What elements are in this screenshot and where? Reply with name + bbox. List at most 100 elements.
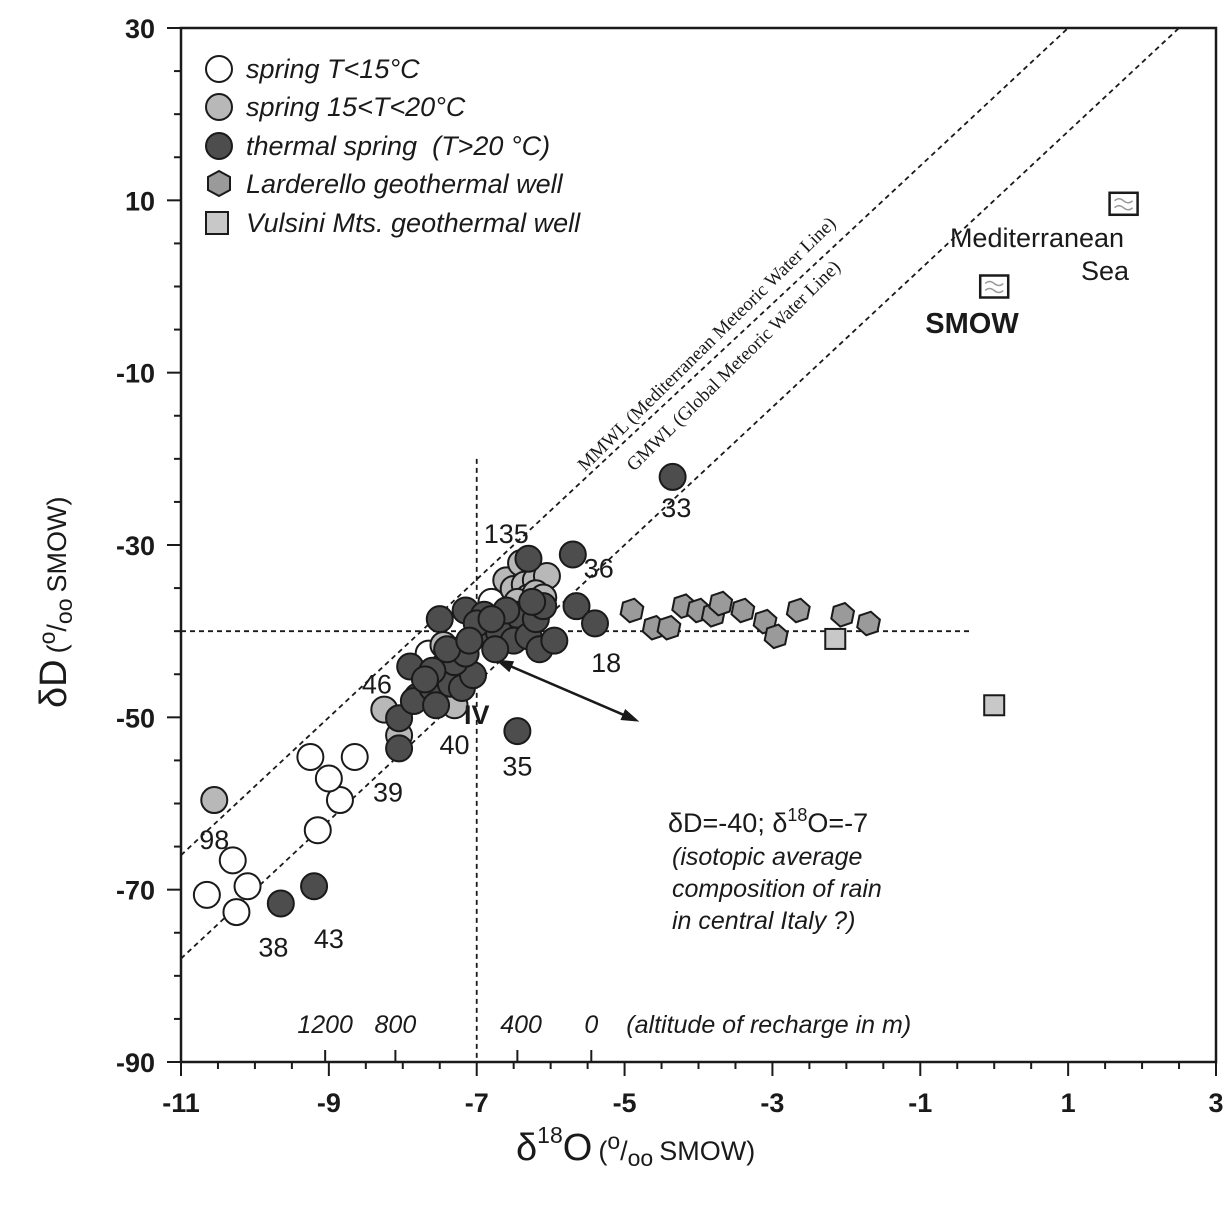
y-axis-unit-close: ) (42, 496, 72, 505)
x-tick-label: -1 (908, 1088, 932, 1118)
smow-label: SMOW (925, 308, 1019, 340)
y-axis-label: δD (o/oo SMOW) (33, 496, 77, 708)
y-tick-label: -30 (116, 531, 155, 561)
warm-point (200, 786, 229, 815)
x-axis-unit-close: ) (746, 1136, 755, 1166)
thermal-point (540, 626, 569, 655)
data-points (192, 191, 1139, 927)
y-axis-unit-slash: / (42, 624, 72, 632)
cold-point (340, 742, 369, 771)
y-axis-unit-paren: ( (42, 644, 72, 653)
x-tick-label: -3 (760, 1088, 784, 1118)
point-label: 40 (440, 730, 470, 760)
vulsini-point (983, 694, 1006, 717)
thermal-point (658, 462, 687, 491)
medsea-wave-icon (1114, 198, 1134, 211)
legend-thermal-marker (205, 132, 233, 160)
legend-warm-label: spring 15<T<20°C (246, 92, 466, 122)
legend-cold-marker (205, 55, 233, 83)
altitude-label: 1200 (297, 1011, 353, 1039)
legend-thermal-label: thermal spring (T>20 °C) (246, 131, 550, 161)
larderello-point (708, 590, 734, 617)
rain-note-line2: (isotopic average (672, 843, 862, 871)
altitude-label: 0 (584, 1011, 598, 1039)
y-axis-unit-sup: o (34, 632, 60, 645)
point-label: IV (464, 700, 490, 730)
larderello-point (730, 597, 756, 624)
larderello-point (619, 597, 645, 624)
larderello-point (856, 610, 881, 637)
x-axis-delta: δ (516, 1127, 537, 1169)
thermal-point (300, 872, 329, 901)
y-tick-label: -50 (116, 703, 155, 733)
rain-note-line3: composition of rain (672, 875, 882, 903)
legend-larderello-marker (207, 169, 231, 198)
thermal-point (481, 635, 510, 664)
x-tick-label: 1 (1061, 1088, 1076, 1118)
y-tick-label: -90 (116, 1048, 155, 1078)
altitude-label: 800 (375, 1011, 417, 1039)
smow-marker (978, 274, 1010, 299)
point-label: 36 (584, 553, 614, 583)
x-axis-unit-paren: ( (598, 1136, 607, 1166)
x-tick-label: -9 (317, 1088, 341, 1118)
legend-larderello-label: Larderello geothermal well (246, 169, 564, 199)
smow-wave-icon (984, 280, 1004, 294)
cold-point (222, 898, 251, 927)
cold-point (314, 764, 343, 793)
point-label: 18 (591, 648, 621, 678)
axis-ticks (167, 27, 1217, 1076)
larderello-point (763, 623, 789, 650)
mediterranean-label-line1: Mediterranean (950, 223, 1124, 253)
x-tick-label: 3 (1208, 1088, 1223, 1118)
cold-point (218, 846, 247, 875)
point-label: 46 (362, 670, 392, 700)
altitude-label: 400 (500, 1011, 542, 1039)
y-axis-unit-text: SMOW (42, 505, 72, 593)
x-axis-unit-slash: / (620, 1136, 628, 1166)
thermal-point (385, 734, 414, 763)
legend-warm-marker (205, 93, 233, 121)
thermal-point (518, 587, 547, 616)
y-tick-label: -70 (116, 876, 155, 906)
y-axis-unit-sub: oo (51, 598, 77, 624)
legend: spring T<15°C spring 15<T<20°C thermal s… (205, 54, 581, 238)
rain-average-arrow (495, 659, 640, 722)
thermal-point (425, 605, 454, 634)
thermal-point (503, 717, 532, 746)
x-axis-o: O (563, 1127, 593, 1169)
thermal-point (514, 544, 543, 573)
x-axis-unit-sub: oo (628, 1145, 654, 1171)
point-label: 135 (484, 519, 529, 549)
thermal-point (558, 540, 587, 569)
y-tick-label: 10 (125, 186, 155, 216)
cold-point (303, 816, 332, 845)
x-tick-label: -7 (465, 1088, 489, 1118)
cold-point (296, 742, 325, 771)
rain-average-suffix: O=-7 (807, 808, 868, 838)
rain-average-sup: 18 (787, 805, 807, 825)
point-label: 38 (258, 933, 288, 963)
rain-average-prefix: δD=-40; δ (668, 808, 787, 838)
point-label: 35 (502, 752, 532, 782)
cold-point (192, 880, 221, 909)
y-axis-main: δD (33, 659, 75, 708)
medsea-marker (1108, 191, 1139, 217)
thermal-point (477, 605, 506, 634)
legend-vulsini-label: Vulsini Mts. geothermal well (246, 208, 581, 238)
mediterranean-label-line2: Sea (1081, 256, 1130, 286)
y-tick-label: 30 (125, 14, 155, 44)
rain-note-line4: in central Italy ?) (672, 907, 855, 935)
legend-cold-label: spring T<15°C (246, 54, 420, 84)
larderello-point (656, 614, 682, 641)
cold-point (233, 872, 262, 901)
thermal-point (455, 626, 484, 655)
thermal-point (422, 691, 451, 720)
legend-vulsini-marker (205, 211, 229, 235)
thermal-point (266, 889, 295, 918)
vulsini-point (824, 627, 847, 650)
thermal-point (562, 592, 591, 621)
x-axis-label: δ18O (o/oo SMOW) (516, 1122, 755, 1171)
